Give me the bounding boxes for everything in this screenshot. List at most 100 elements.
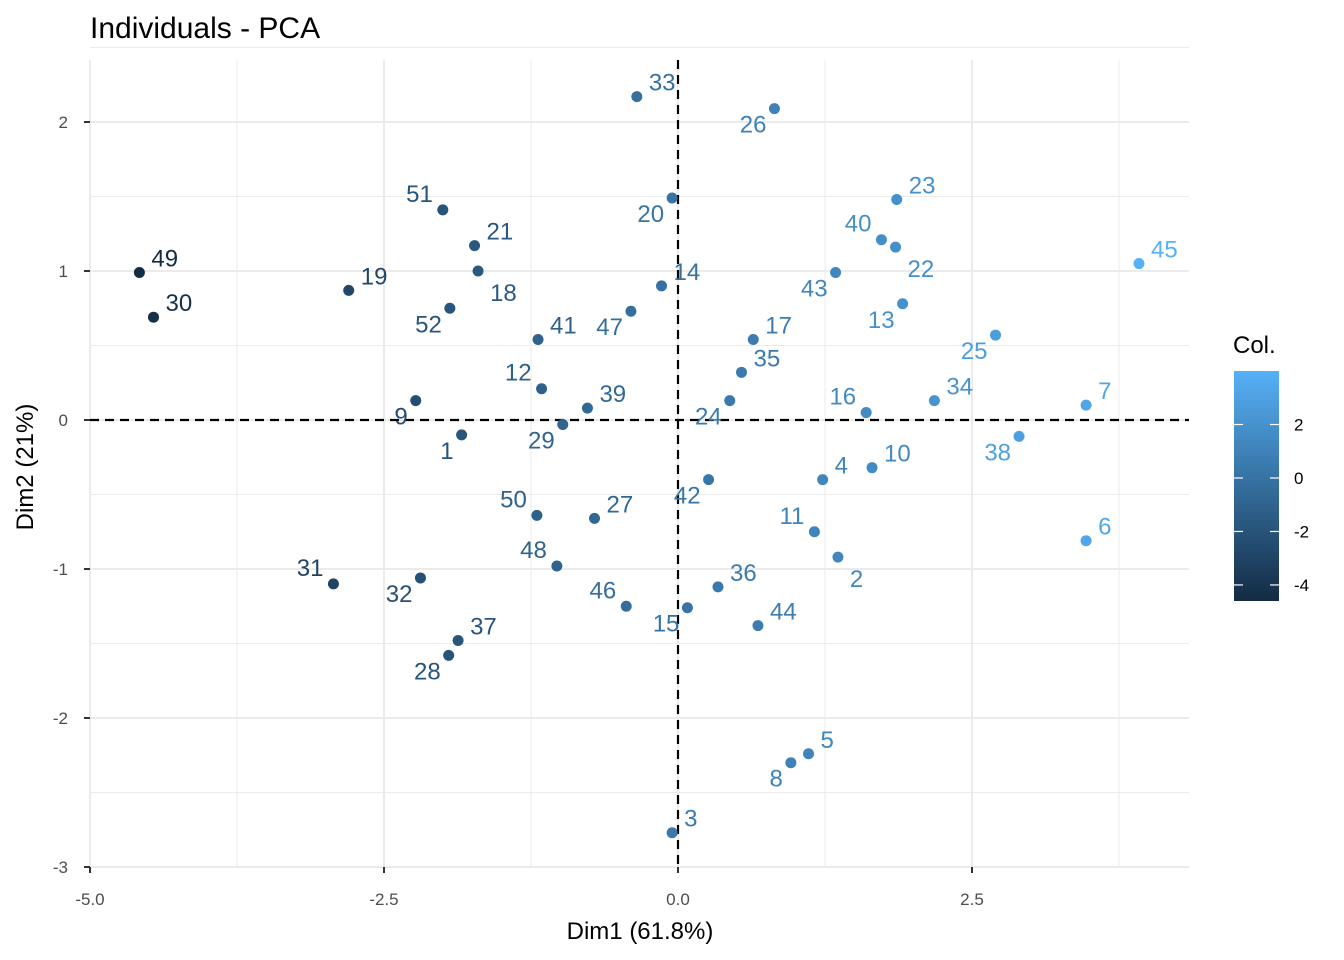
point-label-23: 23 [909,172,936,199]
data-point-47 [625,305,637,317]
data-point-52 [444,302,456,314]
data-point-12 [536,383,548,395]
data-point-23 [891,193,903,205]
point-label-2: 2 [850,566,863,593]
data-point-15 [681,602,693,614]
point-label-20: 20 [637,201,664,228]
data-point-17 [747,334,759,346]
point-label-5: 5 [821,727,834,754]
y-tick-label: -3 [53,858,68,877]
data-point-1 [456,429,468,441]
colorbar [1234,371,1279,601]
data-point-40 [875,234,887,246]
point-label-19: 19 [361,263,388,290]
data-point-22 [890,241,902,253]
point-label-49: 49 [151,245,178,272]
data-point-38 [1013,430,1025,442]
data-point-37 [452,635,464,647]
data-point-19 [343,284,355,296]
point-label-40: 40 [845,211,872,238]
point-label-50: 50 [500,486,527,513]
data-point-34 [928,395,940,407]
point-label-10: 10 [884,441,911,468]
point-label-34: 34 [946,374,973,401]
point-label-47: 47 [596,314,623,341]
point-label-1: 1 [440,438,453,465]
data-point-13 [897,298,909,310]
data-point-3 [666,827,678,839]
data-point-42 [703,474,715,486]
point-label-30: 30 [166,290,193,317]
data-point-20 [666,192,678,204]
point-label-36: 36 [730,560,757,587]
point-label-12: 12 [505,360,532,387]
data-point-36 [712,581,724,593]
point-label-33: 33 [649,70,676,97]
point-label-18: 18 [490,280,517,307]
points-layer: 1234567891011121314151617181920212223242… [133,70,1178,839]
y-tick-label: -2 [53,709,68,728]
chart-title: Individuals - PCA [90,12,320,45]
point-label-22: 22 [908,256,935,283]
data-point-26 [768,103,780,115]
data-point-16 [860,407,872,419]
data-point-11 [808,526,820,538]
data-point-39 [581,402,593,414]
point-label-9: 9 [394,404,407,431]
legend-tick-label: 0 [1294,469,1303,488]
point-label-11: 11 [779,503,804,530]
color-legend: Col. 2 0 -2 -4 [1233,332,1309,601]
data-point-9 [410,395,422,407]
y-axis-title: Dim2 (21%) [12,404,39,531]
data-point-45 [1133,258,1145,270]
legend-ticks: 2 0 -2 -4 [1234,415,1309,595]
point-label-38: 38 [984,439,1011,466]
point-label-26: 26 [740,112,767,139]
point-label-21: 21 [487,219,514,246]
point-label-52: 52 [415,311,442,338]
point-label-4: 4 [835,453,848,480]
x-tick-label: -5.0 [75,890,104,909]
point-label-15: 15 [653,611,680,638]
legend-tick-label: 2 [1294,415,1303,434]
data-point-2 [832,551,844,563]
reference-lines [90,60,1189,867]
x-axis-title: Dim1 (61.8%) [567,918,714,945]
data-point-41 [532,334,544,346]
x-tick-label: 2.5 [960,890,984,909]
point-label-14: 14 [674,259,701,286]
y-tick-label: 0 [59,411,68,430]
data-point-5 [803,748,815,760]
data-point-25 [990,329,1002,341]
point-label-17: 17 [765,313,792,340]
legend-title: Col. [1233,332,1276,359]
data-point-44 [752,620,764,632]
data-point-49 [133,266,145,278]
point-label-6: 6 [1098,514,1111,541]
y-tick-label: -1 [53,560,68,579]
point-label-41: 41 [550,313,577,340]
data-point-32 [414,572,426,584]
data-point-50 [531,509,543,521]
point-label-35: 35 [754,345,781,372]
point-label-43: 43 [801,275,828,302]
data-point-7 [1080,399,1092,411]
point-label-16: 16 [829,384,856,411]
point-label-48: 48 [520,537,547,564]
legend-tick-label: -2 [1294,522,1309,541]
data-point-28 [443,649,455,661]
point-label-13: 13 [868,307,895,334]
point-label-8: 8 [770,766,783,793]
data-point-24 [724,395,736,407]
data-point-8 [785,757,797,769]
point-label-28: 28 [414,658,441,685]
data-point-10 [866,462,878,474]
point-label-7: 7 [1098,378,1111,405]
point-label-37: 37 [470,614,497,641]
x-tick-label: -2.5 [369,890,398,909]
data-point-48 [551,560,563,572]
legend-tick-label: -4 [1294,576,1309,595]
data-point-27 [589,512,601,524]
